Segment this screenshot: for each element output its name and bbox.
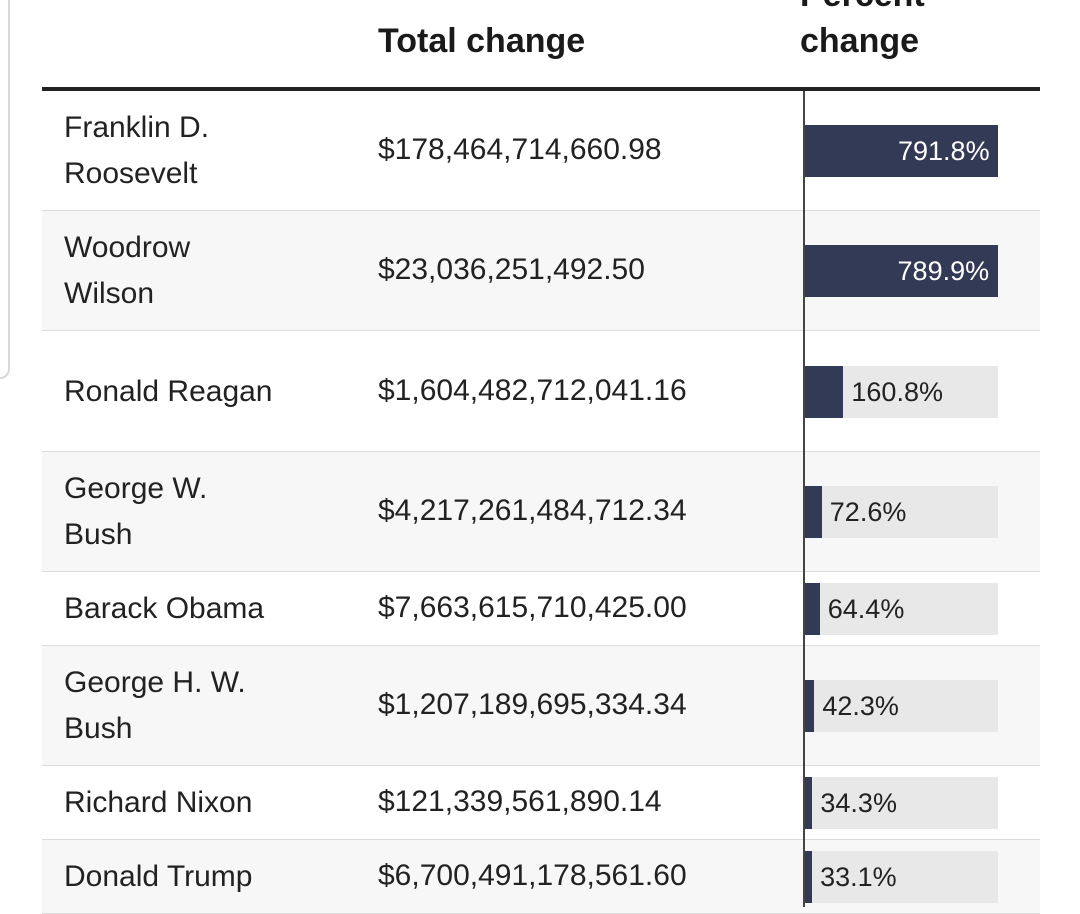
percent-label: 791.8% [898, 136, 990, 166]
percent-label: 160.8% [851, 376, 943, 407]
bar-track [804, 777, 998, 829]
percent-label: 33.1% [820, 862, 897, 892]
president-name: Ronald Reagan [64, 374, 273, 408]
percent-bar [804, 245, 998, 297]
president-name: Donald Trump [64, 860, 253, 893]
percent-bar [804, 125, 998, 177]
total-change: $6,700,491,178,561.60 [378, 859, 687, 892]
percent-label: 72.6% [829, 497, 907, 527]
percent-bar [804, 777, 813, 829]
total-change: $23,036,251,492.50 [378, 253, 645, 286]
president-name: George H. W. Bush [64, 666, 246, 745]
president-name: Barack Obama [64, 592, 265, 625]
bar-track [804, 680, 998, 732]
percent-bar [804, 851, 813, 903]
president-name: Richard Nixon [64, 786, 253, 819]
percent-bar [804, 680, 815, 732]
total-change: $1,207,189,695,334.34 [378, 688, 687, 721]
total-change: $121,339,561,890.14 [378, 785, 662, 818]
percent-bar [804, 486, 822, 538]
percent-label: 64.4% [827, 594, 905, 624]
president-name: Woodrow Wilson [64, 231, 191, 310]
president-name: George W. Bush [64, 472, 208, 551]
total-change: $1,604,482,712,041.16 [378, 373, 687, 407]
bar-track [804, 583, 998, 635]
total-change: $4,217,261,484,712.34 [378, 494, 687, 527]
total-change: $178,464,714,660.98 [378, 133, 662, 166]
percent-label: 42.3% [822, 691, 899, 721]
bar-track [804, 851, 998, 903]
percent-bar [804, 365, 844, 418]
header-percent: Percent change [800, 0, 925, 60]
percent-label: 789.9% [897, 256, 990, 286]
panel-edge [0, 0, 10, 379]
percent-bar [804, 583, 820, 635]
axis-line [803, 91, 805, 907]
header-total: Total change [378, 22, 586, 60]
bar-track [804, 486, 998, 538]
header-rule [42, 87, 1040, 91]
total-change: $7,663,615,710,425.00 [378, 591, 687, 624]
percent-label: 34.3% [820, 788, 897, 818]
president-name: Franklin D. Roosevelt [64, 111, 210, 190]
